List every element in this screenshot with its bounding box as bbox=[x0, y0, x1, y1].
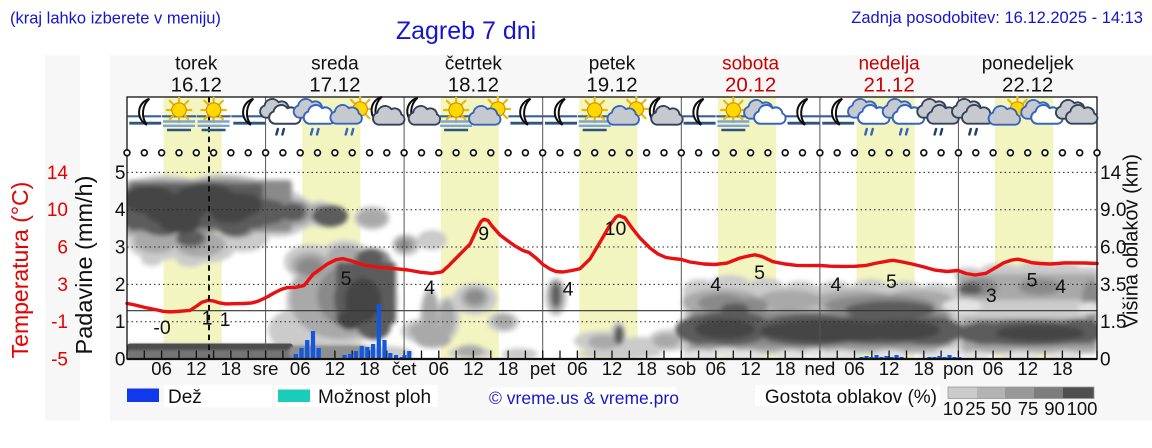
svg-text:3: 3 bbox=[986, 285, 997, 307]
svg-text:12: 12 bbox=[325, 358, 346, 379]
svg-text:10: 10 bbox=[47, 200, 68, 221]
svg-text:19.12: 19.12 bbox=[586, 74, 637, 97]
svg-text:1.5: 1.5 bbox=[1100, 312, 1126, 333]
svg-text:5: 5 bbox=[1027, 269, 1038, 291]
svg-text:10: 10 bbox=[943, 398, 964, 419]
svg-text:0: 0 bbox=[1100, 350, 1111, 371]
svg-text:4: 4 bbox=[115, 200, 126, 221]
svg-text:4: 4 bbox=[830, 274, 841, 296]
svg-text:1: 1 bbox=[220, 309, 231, 331]
svg-text:20.12: 20.12 bbox=[725, 74, 776, 97]
svg-text:1: 1 bbox=[115, 312, 126, 333]
svg-text:3.5: 3.5 bbox=[1100, 275, 1126, 296]
svg-text:9: 9 bbox=[478, 223, 489, 245]
svg-text:18.12: 18.12 bbox=[448, 74, 499, 97]
svg-text:Temperatura (°C): Temperatura (°C) bbox=[7, 182, 33, 359]
svg-text:(kraj lahko izberete v meniju): (kraj lahko izberete v meniju) bbox=[10, 10, 221, 28]
svg-text:25: 25 bbox=[965, 398, 986, 419]
svg-text:Višina oblakov (km): Višina oblakov (km) bbox=[1121, 154, 1143, 328]
svg-text:6: 6 bbox=[57, 238, 68, 259]
svg-text:nedelja: nedelja bbox=[858, 53, 920, 74]
svg-text:-1: -1 bbox=[51, 312, 68, 333]
svg-text:sreda: sreda bbox=[311, 53, 359, 74]
svg-text:14: 14 bbox=[1100, 163, 1122, 184]
svg-text:22.12: 22.12 bbox=[1002, 74, 1053, 97]
svg-text:9.0: 9.0 bbox=[1100, 200, 1126, 221]
svg-text:16.12: 16.12 bbox=[171, 74, 222, 97]
svg-text:06: 06 bbox=[983, 358, 1004, 379]
svg-text:4: 4 bbox=[424, 277, 435, 299]
svg-text:06: 06 bbox=[706, 358, 727, 379]
svg-text:2: 2 bbox=[115, 275, 126, 296]
svg-text:06: 06 bbox=[844, 358, 865, 379]
svg-text:06: 06 bbox=[290, 358, 311, 379]
svg-text:12: 12 bbox=[740, 358, 761, 379]
svg-text:14: 14 bbox=[47, 163, 69, 184]
svg-text:3: 3 bbox=[115, 238, 126, 259]
svg-text:4: 4 bbox=[1055, 276, 1066, 298]
svg-text:pon: pon bbox=[943, 358, 974, 379]
svg-text:četrtek: četrtek bbox=[445, 53, 503, 74]
svg-text:18: 18 bbox=[498, 358, 519, 379]
svg-text:6.0: 6.0 bbox=[1100, 238, 1126, 259]
svg-text:75: 75 bbox=[1018, 398, 1039, 419]
svg-text:sre: sre bbox=[253, 358, 279, 379]
svg-text:ponedeljek: ponedeljek bbox=[982, 53, 1074, 74]
svg-text:pet: pet bbox=[530, 358, 556, 379]
svg-text:4: 4 bbox=[710, 274, 721, 296]
svg-text:12: 12 bbox=[1017, 358, 1038, 379]
svg-text:sob: sob bbox=[666, 358, 696, 379]
svg-text:18: 18 bbox=[636, 358, 657, 379]
svg-text:18: 18 bbox=[359, 358, 380, 379]
svg-text:© vreme.us & vreme.pro: © vreme.us & vreme.pro bbox=[489, 388, 679, 408]
svg-text:90: 90 bbox=[1044, 398, 1065, 419]
svg-text:torek: torek bbox=[175, 53, 218, 74]
svg-text:5: 5 bbox=[886, 271, 897, 293]
svg-text:21.12: 21.12 bbox=[863, 74, 914, 97]
svg-text:0: 0 bbox=[115, 350, 126, 371]
svg-text:Možnost ploh: Možnost ploh bbox=[318, 387, 431, 408]
svg-text:Padavine (mm/h): Padavine (mm/h) bbox=[71, 176, 97, 355]
svg-text:50: 50 bbox=[991, 398, 1012, 419]
svg-text:12: 12 bbox=[186, 358, 207, 379]
svg-text:06: 06 bbox=[151, 358, 172, 379]
svg-text:06: 06 bbox=[567, 358, 588, 379]
svg-text:12: 12 bbox=[602, 358, 623, 379]
svg-text:4: 4 bbox=[563, 279, 574, 301]
svg-text:12: 12 bbox=[879, 358, 900, 379]
svg-text:5: 5 bbox=[754, 262, 765, 284]
svg-text:Zadnja posodobitev: 16.12.2025: Zadnja posodobitev: 16.12.2025 - 14:13 bbox=[851, 9, 1143, 27]
svg-text:06: 06 bbox=[429, 358, 450, 379]
svg-text:čet: čet bbox=[392, 358, 417, 379]
svg-text:ned: ned bbox=[804, 358, 835, 379]
svg-text:5: 5 bbox=[341, 268, 352, 290]
svg-text:10: 10 bbox=[605, 218, 627, 240]
svg-text:18: 18 bbox=[775, 358, 796, 379]
svg-text:sobota: sobota bbox=[722, 53, 779, 74]
svg-text:Dež: Dež bbox=[168, 387, 202, 408]
svg-text:1: 1 bbox=[202, 308, 213, 330]
svg-text:3: 3 bbox=[57, 275, 68, 296]
svg-text:100: 100 bbox=[1067, 398, 1098, 419]
svg-text:Gostota oblakov (%): Gostota oblakov (%) bbox=[765, 387, 937, 408]
svg-text:18: 18 bbox=[1052, 358, 1073, 379]
svg-text:petek: petek bbox=[589, 53, 636, 74]
svg-text:-0: -0 bbox=[153, 317, 170, 339]
svg-text:-5: -5 bbox=[51, 350, 68, 371]
svg-text:12: 12 bbox=[463, 358, 484, 379]
svg-text:18: 18 bbox=[914, 358, 935, 379]
svg-text:5: 5 bbox=[115, 163, 126, 184]
svg-text:Zagreb 7 dni: Zagreb 7 dni bbox=[396, 17, 536, 45]
svg-text:17.12: 17.12 bbox=[309, 74, 360, 97]
svg-text:18: 18 bbox=[221, 358, 242, 379]
